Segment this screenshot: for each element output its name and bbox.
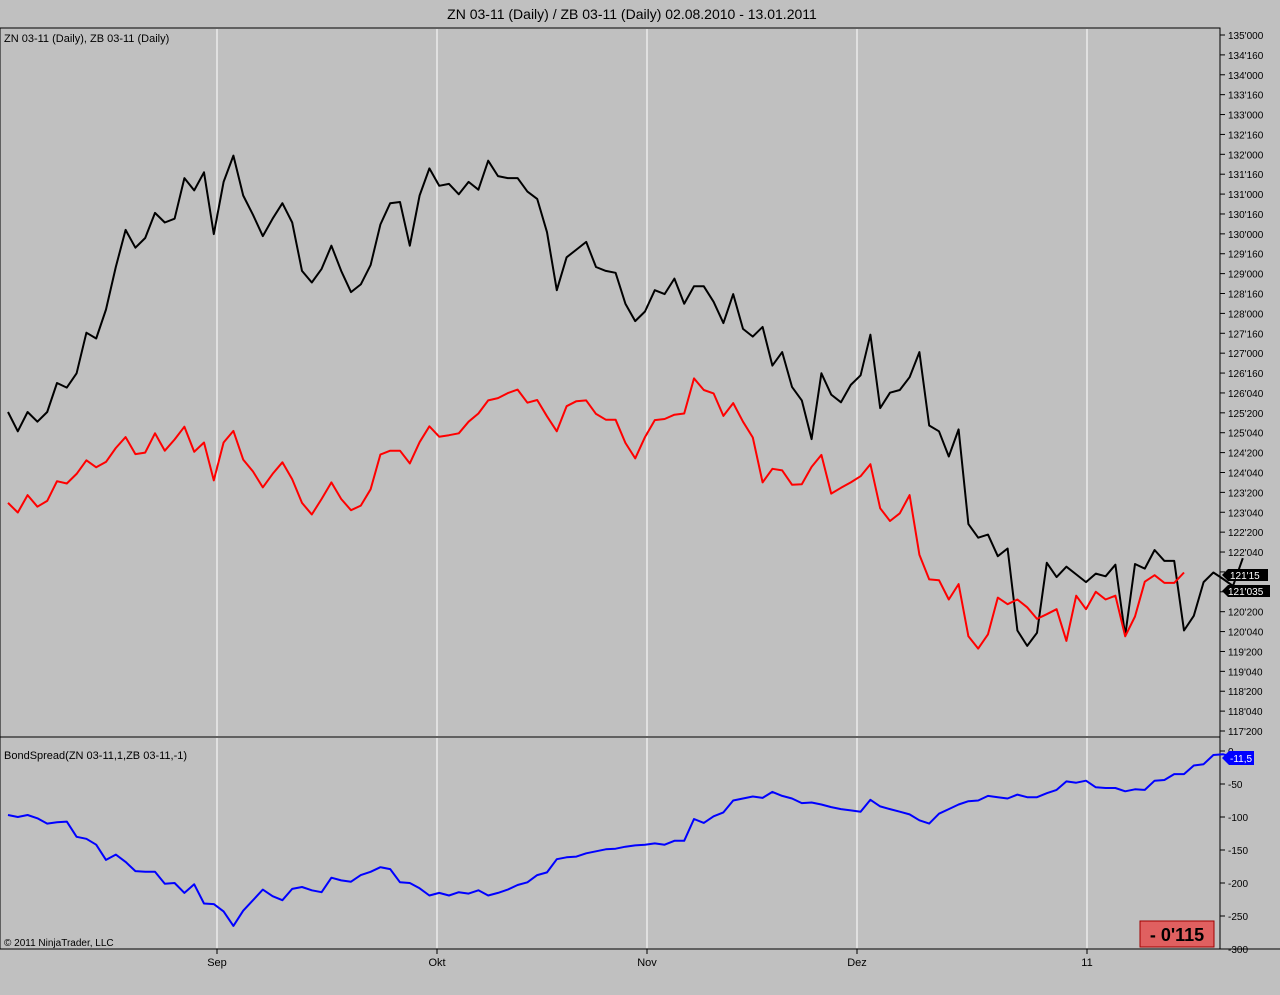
spread-tick-label: -150 [1228, 846, 1248, 857]
price-tick-label: 123'040 [1228, 508, 1264, 519]
spread-panel-label: BondSpread(ZN 03-11,1,ZB 03-11,-1) [4, 750, 187, 762]
window-title: ZN 03-11 (Daily) / ZB 03-11 (Daily) 02.0… [447, 6, 817, 22]
price-tick-label: 126'160 [1228, 369, 1264, 380]
price-tick-label: 133'160 [1228, 91, 1264, 102]
price-tick-label: 134'000 [1228, 71, 1264, 82]
price-tick-label: 122'200 [1228, 528, 1264, 539]
price-tick-label: 131'000 [1228, 190, 1264, 201]
last-price-marker-black: 121'15 [1222, 569, 1268, 582]
price-tick-label: 133'000 [1228, 111, 1264, 122]
price-tick-label: 120'040 [1228, 628, 1264, 639]
price-tick-label: 119'040 [1228, 667, 1263, 678]
spread-panel[interactable] [0, 736, 1221, 950]
price-tick-label: 125'040 [1228, 429, 1264, 440]
price-panel-label: ZN 03-11 (Daily), ZB 03-11 (Daily) [4, 33, 169, 45]
zn-price-line [7, 154, 1244, 647]
spread-tick-label: -100 [1228, 813, 1248, 824]
spread-tick-label: -50 [1228, 780, 1243, 791]
spread-value-box [1139, 920, 1215, 948]
price-tick-label: 124'040 [1228, 468, 1264, 479]
last-spread-marker: -11,5 [1222, 751, 1254, 765]
price-tick-label: 127'000 [1228, 349, 1264, 360]
zb-price-line [7, 377, 1185, 650]
price-tick-label: 131'160 [1228, 170, 1264, 181]
spread-tick-label: -300 [1228, 945, 1248, 956]
x-tick-label: Dez [847, 957, 867, 969]
price-tick-label: 130'160 [1228, 210, 1264, 221]
price-tick-label: 123'200 [1228, 488, 1264, 499]
price-tick-label: 130'000 [1228, 230, 1264, 241]
price-tick-label: 122'040 [1228, 548, 1264, 559]
price-tick-label: 128'160 [1228, 290, 1264, 301]
time-axis: Sep Okt Nov Dez 11 [207, 949, 1093, 969]
x-tick-label: Okt [428, 957, 445, 969]
price-tick-label: 132'000 [1228, 150, 1264, 161]
x-tick-label: Nov [637, 957, 657, 969]
price-tick-label: 118'200 [1228, 687, 1263, 698]
price-tick-label: 124'200 [1228, 449, 1264, 460]
price-tick-label: 125'200 [1228, 409, 1264, 420]
price-tick-label: 126'040 [1228, 389, 1264, 400]
x-tick-label: Sep [207, 957, 227, 969]
price-tick-label: 128'000 [1228, 309, 1264, 320]
price-tick-label: 129'000 [1228, 270, 1264, 281]
last-price-marker-red: 121'035 [1222, 585, 1270, 598]
price-tick-label: 120'200 [1228, 608, 1264, 619]
spread-value-text: - 0'115 [1150, 925, 1204, 945]
bond-spread-line [7, 753, 1243, 927]
price-tick-label: 134'160 [1228, 51, 1264, 62]
x-tick-label: 11 [1081, 957, 1092, 969]
price-tick-label: 135'000 [1228, 31, 1264, 42]
last-spread-label: -11,5 [1230, 754, 1252, 765]
price-tick-label: 117'200 [1228, 727, 1263, 738]
price-tick-label: 127'160 [1228, 329, 1264, 340]
copyright-text: © 2011 NinjaTrader, LLC [4, 938, 114, 949]
spread-tick-label: -200 [1228, 879, 1248, 890]
spread-axis: 0-50-100-150-200-250-300 [1220, 747, 1248, 956]
spread-tick-label: -250 [1228, 912, 1248, 923]
price-tick-label: 119'200 [1228, 647, 1263, 658]
grid-lines [216, 29, 1088, 948]
last-price-label-red: 121'035 [1228, 587, 1264, 598]
price-axis: 135'000 134'160 134'000 133'160 133'000 132'1… [1220, 31, 1264, 738]
last-price-label-black: 121'15 [1230, 571, 1260, 582]
price-tick-label: 129'160 [1228, 250, 1264, 261]
price-tick-label: 132'160 [1228, 130, 1264, 141]
series-layer [7, 154, 1244, 927]
price-tick-label: 118'040 [1228, 707, 1263, 718]
